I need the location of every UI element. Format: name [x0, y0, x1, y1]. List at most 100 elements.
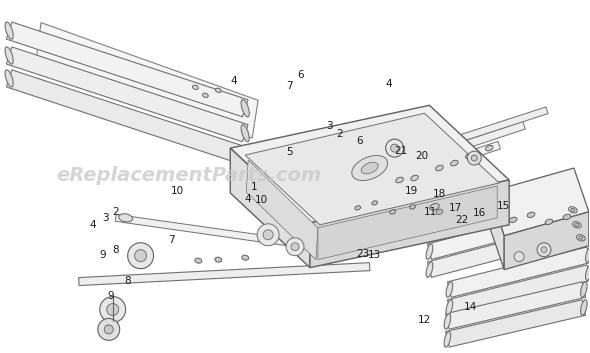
Ellipse shape: [579, 236, 583, 239]
Ellipse shape: [355, 206, 360, 210]
Ellipse shape: [107, 304, 119, 316]
Polygon shape: [427, 222, 583, 277]
Ellipse shape: [466, 153, 473, 159]
Text: 7: 7: [286, 81, 293, 91]
Polygon shape: [427, 204, 583, 259]
Text: 22: 22: [455, 215, 468, 225]
Ellipse shape: [100, 297, 126, 322]
Text: 4: 4: [230, 76, 237, 86]
Ellipse shape: [569, 207, 577, 213]
Polygon shape: [318, 186, 497, 260]
Text: 17: 17: [449, 203, 462, 213]
Polygon shape: [349, 141, 500, 199]
Ellipse shape: [135, 250, 146, 262]
Ellipse shape: [436, 209, 443, 215]
Text: 7: 7: [168, 235, 175, 245]
Ellipse shape: [451, 160, 458, 166]
Polygon shape: [373, 121, 525, 179]
Ellipse shape: [581, 300, 587, 315]
Ellipse shape: [372, 201, 378, 205]
Text: 4: 4: [386, 79, 392, 89]
Text: 6: 6: [297, 70, 304, 79]
Text: eReplacementParts.com: eReplacementParts.com: [56, 166, 321, 185]
Text: 12: 12: [418, 315, 431, 325]
Ellipse shape: [576, 234, 585, 241]
Polygon shape: [230, 105, 509, 223]
Ellipse shape: [467, 151, 481, 165]
Polygon shape: [230, 148, 310, 268]
Polygon shape: [310, 180, 509, 268]
Text: 19: 19: [405, 186, 418, 196]
Ellipse shape: [537, 243, 551, 257]
Polygon shape: [36, 23, 258, 138]
Text: 2: 2: [113, 207, 119, 217]
Ellipse shape: [241, 125, 250, 142]
Ellipse shape: [286, 238, 304, 256]
Ellipse shape: [391, 144, 399, 152]
Ellipse shape: [509, 217, 517, 222]
Ellipse shape: [446, 282, 453, 297]
Polygon shape: [489, 192, 504, 270]
Ellipse shape: [257, 224, 279, 246]
Ellipse shape: [215, 88, 221, 92]
Ellipse shape: [527, 212, 535, 217]
Ellipse shape: [446, 300, 453, 315]
Polygon shape: [447, 265, 590, 315]
Ellipse shape: [396, 177, 404, 183]
Text: 3: 3: [326, 120, 332, 131]
Ellipse shape: [430, 204, 439, 210]
Text: 18: 18: [432, 189, 445, 199]
Text: 9: 9: [107, 291, 114, 301]
Ellipse shape: [435, 165, 443, 171]
Polygon shape: [489, 168, 589, 236]
Ellipse shape: [444, 331, 451, 347]
Text: 23: 23: [356, 249, 369, 259]
Ellipse shape: [426, 244, 433, 259]
Ellipse shape: [390, 210, 395, 214]
Ellipse shape: [575, 223, 579, 226]
Text: 2: 2: [336, 129, 342, 139]
Ellipse shape: [563, 214, 571, 220]
Text: 3: 3: [102, 213, 109, 223]
Ellipse shape: [578, 222, 584, 238]
Text: 16: 16: [473, 208, 486, 219]
Text: 6: 6: [356, 136, 363, 146]
Ellipse shape: [572, 222, 581, 228]
Ellipse shape: [541, 247, 547, 253]
Polygon shape: [398, 107, 548, 161]
Ellipse shape: [5, 47, 13, 64]
Text: 15: 15: [497, 201, 510, 211]
Ellipse shape: [352, 156, 388, 180]
Ellipse shape: [471, 155, 477, 161]
Polygon shape: [78, 263, 370, 286]
Ellipse shape: [291, 243, 299, 251]
Text: 4: 4: [245, 195, 251, 204]
Ellipse shape: [444, 314, 451, 329]
Ellipse shape: [119, 214, 133, 222]
Text: 10: 10: [254, 195, 267, 205]
Ellipse shape: [192, 85, 198, 89]
Ellipse shape: [202, 93, 208, 97]
Ellipse shape: [241, 148, 250, 164]
Ellipse shape: [514, 252, 524, 262]
Ellipse shape: [195, 258, 202, 263]
Polygon shape: [445, 282, 586, 329]
Ellipse shape: [486, 145, 493, 151]
Ellipse shape: [585, 247, 590, 262]
Polygon shape: [6, 22, 248, 117]
Polygon shape: [115, 214, 340, 253]
Text: 21: 21: [394, 146, 408, 156]
Ellipse shape: [127, 243, 153, 269]
Ellipse shape: [571, 208, 575, 211]
Polygon shape: [504, 212, 589, 270]
Ellipse shape: [545, 219, 553, 225]
Polygon shape: [245, 113, 499, 225]
Ellipse shape: [411, 175, 418, 181]
Polygon shape: [445, 300, 586, 347]
Ellipse shape: [5, 70, 13, 87]
Ellipse shape: [409, 205, 415, 209]
Text: 4: 4: [89, 220, 96, 230]
Ellipse shape: [426, 262, 433, 277]
Text: 20: 20: [415, 151, 428, 161]
Text: 14: 14: [464, 301, 477, 312]
